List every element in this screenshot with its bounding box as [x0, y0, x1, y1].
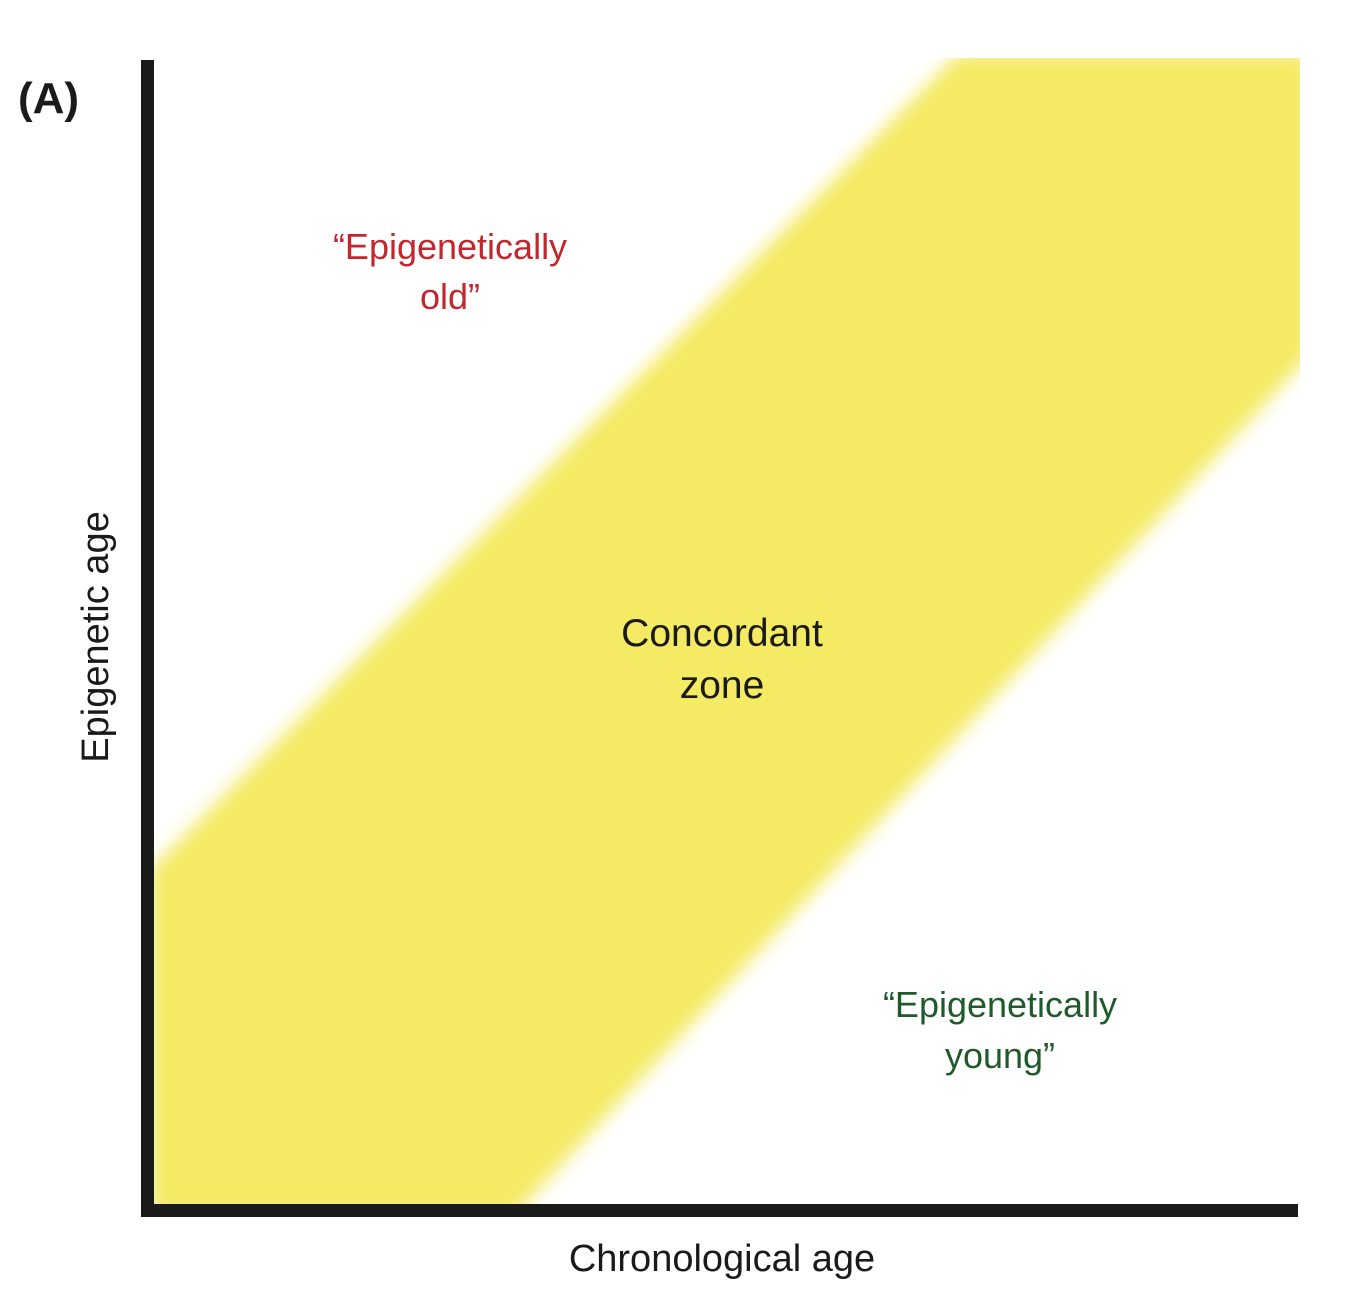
- x-axis-label: Chronological age: [569, 1238, 875, 1280]
- concordant-zone-label-line-1: Concordant: [621, 612, 823, 655]
- concordant-zone-band: [150, 58, 1300, 1205]
- y-axis-line: [141, 60, 154, 1217]
- panel-label: (A): [18, 74, 79, 123]
- y-axis-label: Epigenetic age: [75, 511, 117, 762]
- epigenetically-old-label-line-1: “Epigenetically: [333, 226, 567, 267]
- concordant-zone-label-line-2: zone: [680, 664, 765, 707]
- epigenetically-young-label-line-1: “Epigenetically: [883, 984, 1117, 1025]
- epigenetically-old-label-line-2: old”: [420, 276, 480, 317]
- epigenetically-young-label-line-2: young”: [945, 1035, 1055, 1076]
- x-axis-line: [141, 1204, 1298, 1217]
